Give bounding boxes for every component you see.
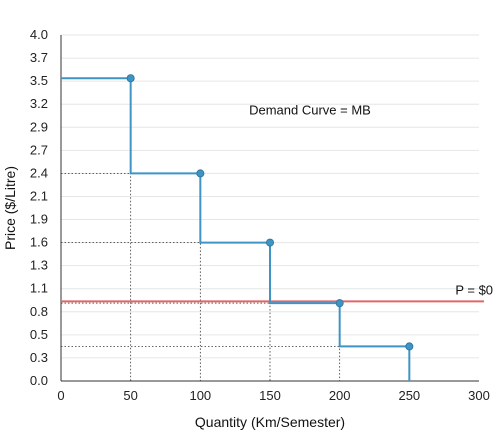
y-tick-label: 2.1	[30, 188, 48, 203]
labels: 0.0 0.3 0.5 0.8 1.1 1.3 1.6 1.9 2.1 2.4 2.7 2.9 3.2 3…	[2, 27, 494, 430]
y-tick-label: 4.0	[30, 27, 48, 42]
annotation-label: P = $0.9	[455, 283, 494, 298]
x-tick-label: 150	[259, 388, 281, 403]
x-axis-title: Quantity (Km/Semester)	[195, 414, 345, 430]
series-group	[61, 74, 414, 381]
y-tick-label: 0.0	[30, 373, 48, 388]
y-tick-label: 1.3	[30, 258, 48, 273]
data-point	[126, 74, 135, 83]
y-tick-label: 2.9	[30, 119, 48, 134]
data-point	[196, 169, 205, 178]
x-tick-label: 50	[123, 388, 137, 403]
y-tick-label: 1.1	[30, 281, 48, 296]
y-tick-label: 3.2	[30, 96, 48, 111]
annotation-label: Demand Curve = MB	[249, 103, 371, 118]
y-tick-label: 3.5	[30, 73, 48, 88]
y-tick-label: 0.8	[30, 304, 48, 319]
data-point	[405, 342, 414, 351]
y-tick-label: 1.6	[30, 235, 48, 250]
y-tick-label: 0.5	[30, 327, 48, 342]
x-tick-label: 0	[57, 388, 64, 403]
axes	[60, 35, 479, 382]
y-tick-label: 2.7	[30, 142, 48, 157]
x-tick-label: 250	[398, 388, 420, 403]
y-tick-label: 2.4	[30, 165, 48, 180]
demand-step-line	[61, 77, 411, 381]
y-tick-label: 1.9	[30, 212, 48, 227]
data-point	[335, 299, 344, 308]
x-tick-label: 200	[329, 388, 351, 403]
y-tick-label: 3.7	[30, 50, 48, 65]
y-axis-title: Price ($/Litre)	[2, 166, 18, 250]
x-tick-label: 100	[189, 388, 211, 403]
x-tick-label: 300	[468, 388, 490, 403]
data-point	[265, 238, 274, 247]
dotted-guides	[61, 78, 410, 381]
y-tick-label: 0.3	[30, 350, 48, 365]
